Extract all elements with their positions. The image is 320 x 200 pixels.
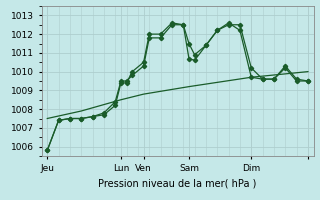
X-axis label: Pression niveau de la mer( hPa ): Pression niveau de la mer( hPa ) (99, 178, 257, 188)
